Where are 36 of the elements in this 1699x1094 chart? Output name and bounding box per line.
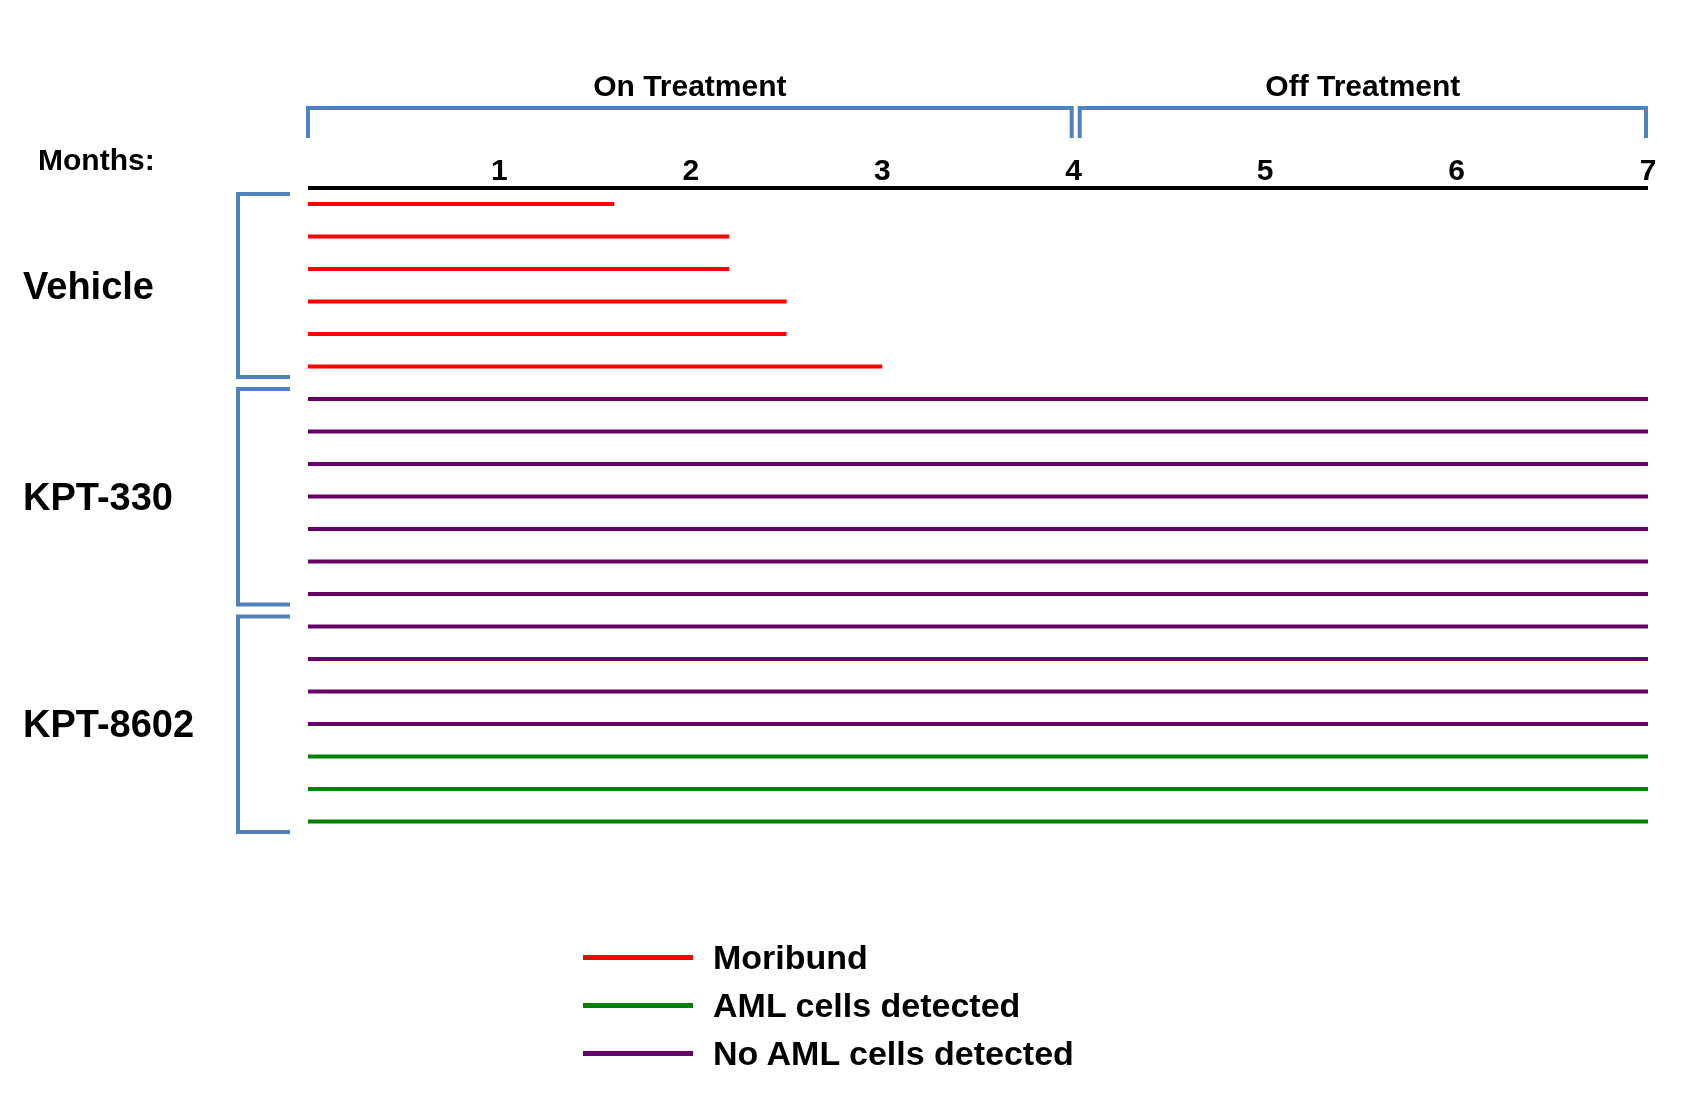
bar	[308, 494, 1648, 499]
bar	[308, 202, 615, 206]
bar	[308, 397, 1648, 401]
bar	[308, 787, 1648, 791]
bar	[308, 462, 1648, 466]
x-tick-label: 5	[1256, 153, 1274, 186]
x-tick-label: 6	[1448, 153, 1465, 186]
text: KPT-8602	[23, 703, 195, 746]
x-tick-label: 4	[1065, 153, 1083, 186]
bar	[308, 722, 1648, 726]
legend-label: Moribund	[713, 937, 868, 977]
bar	[308, 299, 787, 304]
bar	[308, 624, 1648, 629]
text: On Treatment	[593, 69, 787, 102]
bar	[308, 819, 1648, 824]
x-tick-label: 1	[491, 153, 508, 186]
text: Months:	[38, 143, 155, 176]
x-tick-label: 3	[873, 153, 891, 186]
bar	[308, 429, 1648, 434]
text: KPT-330	[23, 475, 173, 518]
bar	[308, 657, 1648, 661]
bar	[308, 332, 787, 336]
legend-label: No AML cells detected	[713, 1033, 1074, 1073]
bar	[308, 754, 1648, 759]
bar	[308, 559, 1648, 564]
bar	[308, 592, 1648, 596]
bar	[308, 527, 1648, 531]
bar	[308, 689, 1648, 694]
text: Off Treatment	[1265, 69, 1461, 102]
bar	[308, 234, 730, 239]
x-tick-label: 2	[682, 153, 700, 186]
bar	[308, 267, 730, 271]
text: Vehicle	[23, 264, 154, 307]
x-tick-label: 7	[1639, 153, 1657, 186]
bar	[308, 364, 883, 369]
legend-label: AML cells detected	[713, 985, 1021, 1025]
